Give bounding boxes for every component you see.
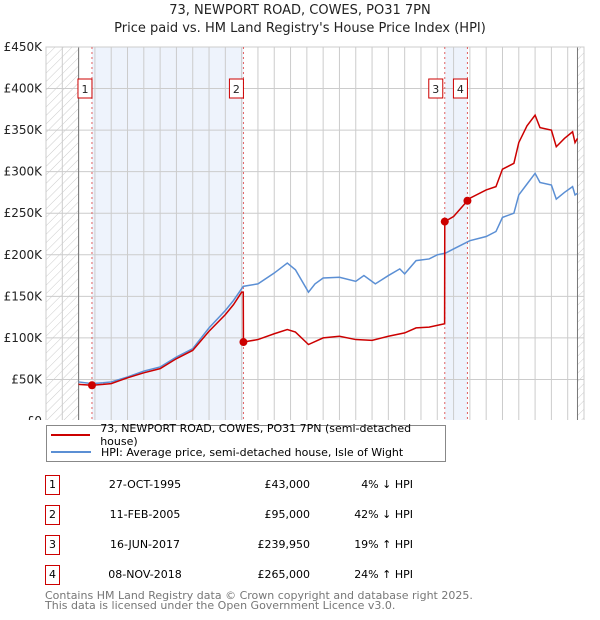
y-tick-label: £100K xyxy=(4,331,44,345)
legend-swatch xyxy=(51,434,91,436)
footer-licence: This data is licensed under the Open Gov… xyxy=(45,599,396,612)
sale-date: 11-FEB-2005 xyxy=(109,508,181,521)
plot-frame xyxy=(45,46,585,420)
sale-hpi-diff: 4% ↓ HPI xyxy=(361,478,413,491)
sale-point xyxy=(87,381,96,390)
sale-number-badge: 1 xyxy=(45,475,60,495)
sale-price: £239,950 xyxy=(257,538,311,551)
sale-label: 2 xyxy=(233,83,240,96)
legend-swatch xyxy=(51,451,91,453)
chart-subtitle: Price paid vs. HM Land Registry's House … xyxy=(114,21,486,36)
sale-label-box xyxy=(228,78,244,99)
hpi-series-line xyxy=(78,171,578,385)
sale-price: £43,000 xyxy=(264,478,311,491)
transaction-row: 2 11-FEB-2005 £95,000 42% ↓ HPI xyxy=(45,505,465,525)
legend-label: 73, NEWPORT ROAD, COWES, PO31 7PN (semi-… xyxy=(100,422,412,448)
legend: 73, NEWPORT ROAD, COWES, PO31 7PN (semi-… xyxy=(46,422,446,462)
y-tick-label: £450K xyxy=(4,40,44,54)
sale-hpi-diff: 42% ↓ HPI xyxy=(354,508,413,521)
sale-label: 3 xyxy=(432,83,439,96)
legend-item-hpi: HPI: Average price, semi-detached house,… xyxy=(51,444,403,460)
sale-hpi-diff: 24% ↑ HPI xyxy=(354,568,413,581)
sale-number-badge: 4 xyxy=(45,565,60,585)
chart-title: 73, NEWPORT ROAD, COWES, PO31 7PN xyxy=(169,3,431,18)
sale-hpi-diff: 19% ↑ HPI xyxy=(354,538,413,551)
footer: Contains HM Land Registry data © Crown c… xyxy=(45,589,473,612)
price-chart: 1993199419951996199719981999200020012002… xyxy=(4,40,585,420)
legend-label: HPI: Average price, semi-detached house,… xyxy=(101,445,404,459)
transaction-row: 1 27-OCT-1995 £43,000 4% ↓ HPI xyxy=(45,475,465,495)
sale-label-box xyxy=(452,78,468,99)
sale-point xyxy=(463,196,472,205)
sale-label-box xyxy=(77,78,93,99)
y-tick-label: £350K xyxy=(4,123,44,137)
y-tick-label: £150K xyxy=(4,289,44,303)
shaded-range xyxy=(444,47,468,420)
property-series-line xyxy=(78,113,579,387)
sale-price: £95,000 xyxy=(264,508,311,521)
sale-point xyxy=(440,217,449,226)
sale-point xyxy=(239,338,248,347)
sale-label-box xyxy=(428,78,444,99)
transaction-row: 4 08-NOV-2018 £265,000 24% ↑ HPI xyxy=(45,565,465,585)
y-tick-label: £300K xyxy=(4,165,44,179)
y-tick-label: £400K xyxy=(4,82,44,96)
hatched-no-data xyxy=(577,47,584,420)
transaction-row: 3 16-JUN-2017 £239,950 19% ↑ HPI xyxy=(45,535,465,555)
sale-label: 1 xyxy=(81,83,88,96)
sale-date: 08-NOV-2018 xyxy=(108,568,182,581)
y-tick-label: £250K xyxy=(4,206,44,220)
y-tick-label: £200K xyxy=(4,248,44,262)
shaded-range xyxy=(91,47,244,420)
y-tick-label: £50K xyxy=(11,372,43,386)
sale-price: £265,000 xyxy=(257,568,311,581)
sale-date: 16-JUN-2017 xyxy=(109,538,181,551)
legend-item-property: 73, NEWPORT ROAD, COWES, PO31 7PN (semi-… xyxy=(51,422,445,448)
y-tick-label: £0 xyxy=(27,414,42,420)
sale-label: 4 xyxy=(457,83,464,96)
sale-number-badge: 3 xyxy=(45,535,60,555)
footer-copyright: Contains HM Land Registry data © Crown c… xyxy=(45,589,473,602)
sale-number-badge: 2 xyxy=(45,505,60,525)
sale-date: 27-OCT-1995 xyxy=(108,478,182,491)
